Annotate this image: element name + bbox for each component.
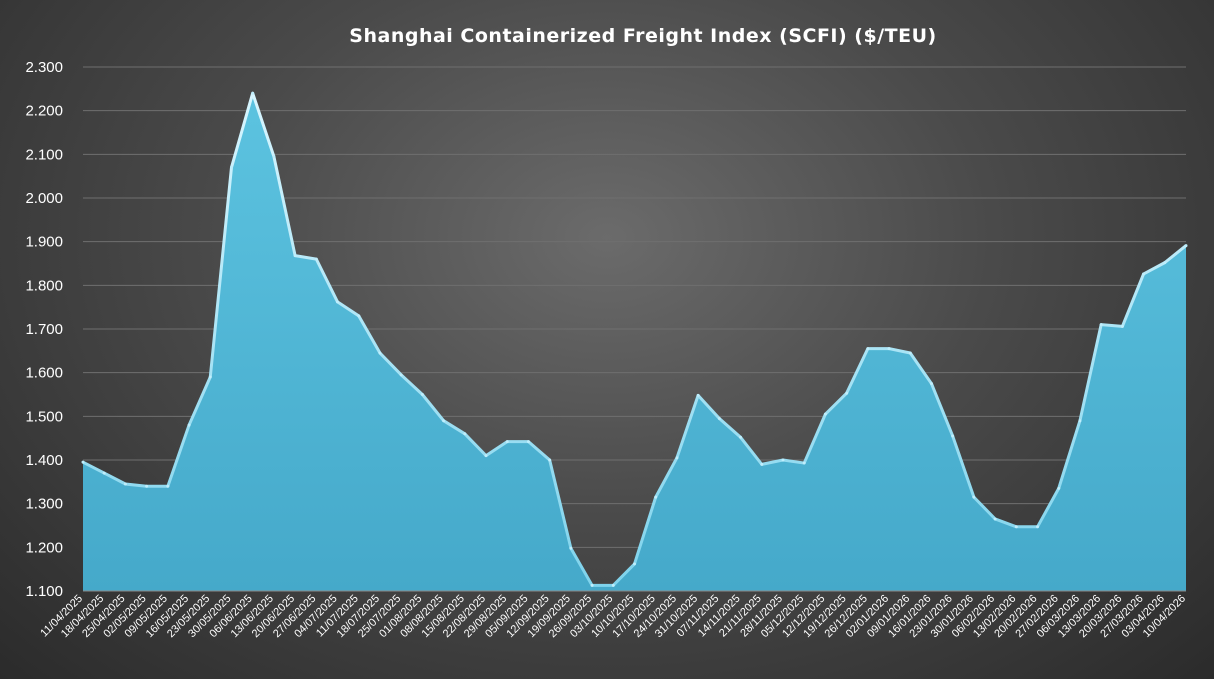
- data-point: [314, 257, 318, 261]
- y-tick-label: 1.700: [25, 321, 63, 338]
- data-point: [145, 484, 149, 488]
- y-tick-label: 1.600: [25, 365, 63, 382]
- series-area: [81, 91, 1188, 592]
- data-point: [357, 314, 361, 318]
- y-tick-label: 1.100: [25, 583, 63, 600]
- data-point: [420, 393, 424, 396]
- data-point: [272, 155, 276, 159]
- data-point: [1142, 272, 1146, 276]
- y-tick-label: 1.300: [25, 496, 63, 513]
- data-point: [166, 484, 170, 488]
- data-point: [229, 165, 233, 169]
- y-tick-label: 2.200: [25, 103, 63, 120]
- data-point: [717, 417, 721, 421]
- data-point: [611, 583, 615, 587]
- data-point: [569, 546, 573, 550]
- y-tick-label: 1.200: [25, 539, 63, 556]
- y-tick-label: 2.300: [25, 59, 63, 76]
- data-point: [208, 375, 212, 379]
- data-point: [548, 458, 552, 462]
- x-axis: 11/04/202518/04/202525/04/202502/05/2025…: [38, 593, 1188, 640]
- y-tick-label: 1.400: [25, 452, 63, 469]
- y-tick-label: 2.100: [25, 146, 63, 163]
- data-point: [845, 391, 849, 395]
- data-point: [484, 454, 488, 458]
- y-tick-label: 1.800: [25, 277, 63, 294]
- data-point: [675, 456, 679, 460]
- data-point: [760, 462, 764, 466]
- data-point: [81, 460, 85, 464]
- data-point: [293, 254, 297, 258]
- y-axis: 1.100 1.200 1.300 1.400 1.500 1.600 1.700 1.800…: [25, 59, 63, 600]
- data-point: [802, 461, 806, 465]
- data-point: [251, 91, 255, 95]
- data-point: [590, 583, 594, 587]
- data-point: [442, 419, 446, 423]
- y-tick-label: 2.000: [25, 190, 63, 207]
- data-point: [929, 382, 933, 386]
- data-point: [1036, 525, 1040, 529]
- data-point: [378, 351, 382, 355]
- data-point: [1163, 261, 1167, 265]
- data-point: [123, 482, 127, 486]
- data-point: [993, 517, 997, 521]
- data-point: [399, 373, 403, 377]
- chart-title: Shanghai Containerized Freight Index (SC…: [349, 25, 936, 47]
- data-point: [654, 495, 658, 499]
- data-point: [1057, 486, 1061, 490]
- data-point: [866, 347, 870, 351]
- y-tick-label: 1.900: [25, 234, 63, 251]
- y-tick-label: 1.500: [25, 408, 63, 425]
- data-point: [505, 440, 509, 444]
- data-point: [739, 435, 743, 439]
- data-point: [1099, 323, 1103, 327]
- data-point: [526, 440, 530, 444]
- data-point: [1120, 324, 1124, 328]
- data-point: [102, 471, 106, 475]
- data-point: [1014, 525, 1018, 529]
- data-point: [187, 423, 191, 427]
- data-point: [463, 432, 467, 436]
- area-fill: [83, 93, 1186, 591]
- data-point: [696, 393, 700, 397]
- data-point: [336, 300, 340, 304]
- data-point: [908, 351, 912, 355]
- data-point: [1078, 419, 1082, 423]
- data-point: [972, 495, 976, 499]
- data-point: [951, 434, 955, 438]
- data-point: [781, 458, 785, 462]
- data-point: [823, 412, 827, 416]
- data-point: [887, 347, 891, 351]
- data-point: [633, 562, 636, 566]
- data-point: [1184, 244, 1188, 248]
